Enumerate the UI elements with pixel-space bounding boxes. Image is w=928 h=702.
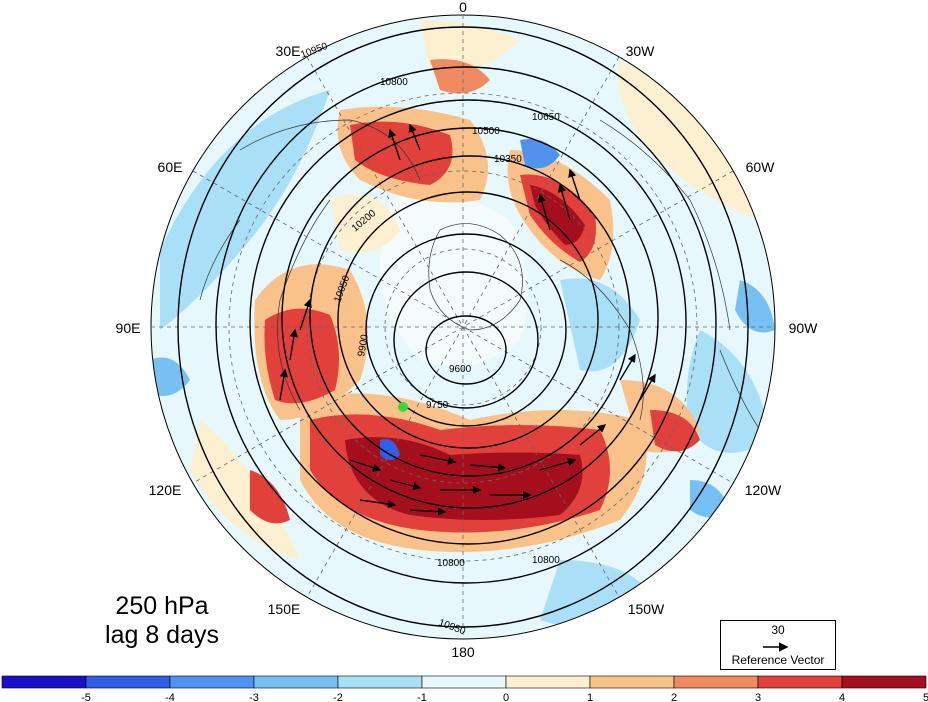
lag-label: lag 8 days (105, 621, 219, 649)
contour-label-10800-a: 10800 (437, 558, 465, 569)
lon-label-30w: 30W (626, 43, 656, 59)
lon-label-90e: 90E (116, 320, 141, 336)
colorbar-tick-label: 4 (839, 692, 845, 702)
lon-label-90w: 90W (789, 320, 819, 336)
colorbar-swatch (85, 675, 171, 689)
colorbar-swatch (421, 675, 507, 689)
colorbar-swatch (841, 675, 927, 689)
longitude-labels: 0 30W 60W 90W 120W 150W 180 150E 120E 90… (116, 0, 819, 660)
colorbar-tick-label: 5 (923, 692, 928, 702)
contour-label-10500: 10500 (472, 126, 500, 137)
panel-title: 250 hPa lag 8 days (82, 592, 242, 650)
colorbar-tick-label: 3 (755, 692, 761, 702)
colorbar: -5 -4 -3 -2 -1 0 1 2 3 4 5 (1, 675, 928, 702)
pressure-level-label: 250 hPa (115, 592, 209, 620)
contour-label-10800-c: 10800 (380, 77, 408, 88)
colorbar-tick-label: -2 (333, 692, 343, 702)
graticule (151, 15, 775, 639)
colorbar-swatch (673, 675, 759, 689)
colorbar-swatch (757, 675, 843, 689)
contour-label-9600: 9600 (449, 364, 472, 375)
lon-label-0: 0 (459, 0, 467, 15)
colorbar-swatch (589, 675, 675, 689)
reference-arrow-icon (763, 642, 789, 652)
lon-label-120w: 120W (745, 482, 782, 498)
contour-label-10350: 10350 (494, 154, 522, 165)
colorbar-tick-label: 2 (671, 692, 677, 702)
colorbar-swatch (253, 675, 339, 689)
contour-label-9900: 9900 (356, 333, 371, 357)
contour-label-10650: 10650 (532, 112, 560, 123)
contour-label-10800-b: 10800 (532, 555, 560, 566)
reference-vector-label: Reference Vector (731, 653, 825, 667)
colorbar-tick-label: -1 (417, 692, 427, 702)
lon-label-30e: 30E (276, 43, 301, 59)
colorbar-tick-label: -5 (81, 692, 91, 702)
colorbar-tick-label: -4 (165, 692, 175, 702)
height-contours (177, 26, 749, 628)
colorbar-swatch (337, 675, 423, 689)
reference-vector-box: 30 Reference Vector (720, 620, 836, 670)
colorbar-tick-label: 1 (587, 692, 593, 702)
lon-label-180: 180 (451, 644, 475, 660)
colorbar-tick-label: 0 (503, 692, 509, 702)
lon-label-150w: 150W (628, 601, 665, 617)
lon-label-150e: 150E (268, 601, 301, 617)
colorbar-swatch (1, 675, 87, 689)
lon-label-60w: 60W (746, 159, 776, 175)
wind-vectors (279, 123, 656, 516)
lon-label-120e: 120E (149, 482, 182, 498)
colorbar-swatch (505, 675, 591, 689)
lon-label-60e: 60E (158, 159, 183, 175)
contour-label-9750: 9750 (426, 400, 449, 411)
colorbar-swatch (169, 675, 255, 689)
reference-vector-magnitude: 30 (771, 623, 785, 637)
colorbar-tick-label: -3 (249, 692, 259, 702)
location-marker (398, 402, 408, 412)
